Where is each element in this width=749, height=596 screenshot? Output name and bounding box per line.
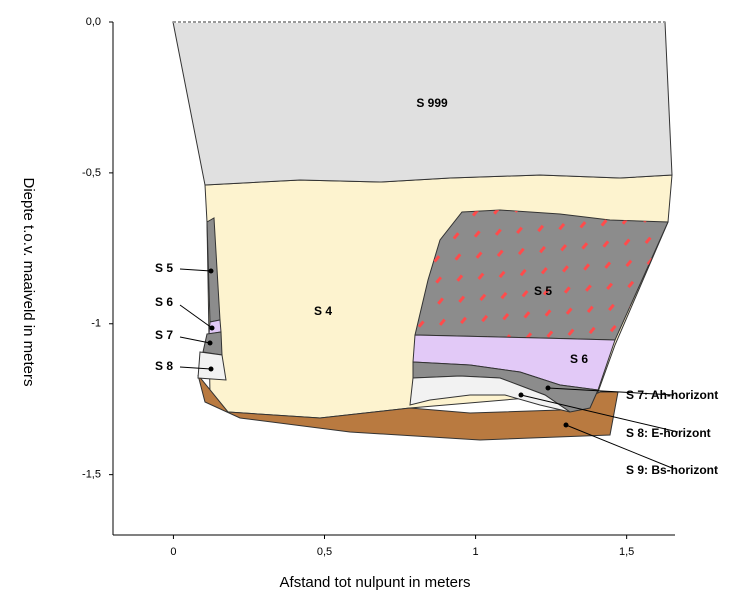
layer-label: S 5 <box>534 284 552 298</box>
layer-s5-pattern <box>415 210 668 340</box>
leaders <box>179 268 679 469</box>
layer-label: S 8 <box>155 359 173 373</box>
layer-label: S 8: E-horizont <box>626 426 711 440</box>
layer-label: S 6 <box>570 352 588 366</box>
layer-s999 <box>172 21 673 186</box>
y-tick-label: -1 <box>91 318 101 330</box>
layer-label: S 9: Bs-horizont <box>626 463 718 477</box>
layer-label: S 7 <box>155 328 173 342</box>
y-axis-title: Diepte t.o.v. maaiveld in meters <box>20 178 37 387</box>
layer-label: S 6 <box>155 295 173 309</box>
x-tick-label: 1,5 <box>619 546 634 558</box>
layer-s8-left <box>197 351 227 381</box>
x-tick-label: 1 <box>473 546 479 558</box>
soil-layers <box>172 21 673 441</box>
y-tick-label: -1,5 <box>82 469 101 481</box>
y-tick-label: -0,5 <box>82 167 101 179</box>
layer-label: S 7: Ah-horizont <box>626 388 718 402</box>
x-axis-title: Afstand tot nulpunt in meters <box>280 574 471 591</box>
layer-s9 <box>197 374 619 441</box>
x-tick-label: 0,5 <box>317 546 332 558</box>
y-tick-label: 0,0 <box>86 16 101 28</box>
layer-s7-left <box>202 331 223 356</box>
layer-label: S 4 <box>314 304 332 318</box>
layer-s8-right <box>409 375 571 413</box>
x-tick-label: 0 <box>170 546 176 558</box>
layer-label: S 999 <box>416 96 448 110</box>
layer-label: S 5 <box>155 261 173 275</box>
